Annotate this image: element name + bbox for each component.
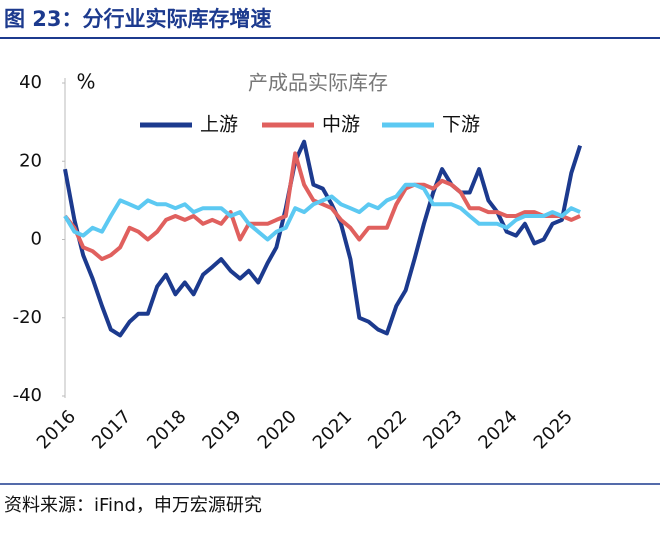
figure-title: 图 23：分行业实际库存增速 <box>4 7 272 31</box>
x-tick-label: 2019 <box>198 406 245 453</box>
x-tick-label: 2025 <box>530 406 577 453</box>
legend-label: 上游 <box>200 114 238 136</box>
legend-label: 下游 <box>442 114 480 136</box>
y-tick-label: 20 <box>19 150 42 171</box>
y-tick-label: 0 <box>31 229 42 250</box>
x-tick-label: 2017 <box>88 406 135 453</box>
series-line <box>63 151 581 262</box>
y-tick-label: -40 <box>13 385 42 406</box>
x-tick-label: 2024 <box>474 406 521 453</box>
legend-label: 中游 <box>322 114 360 136</box>
y-tick-label: -20 <box>13 307 42 328</box>
x-tick-label: 2016 <box>33 406 80 453</box>
x-tick-label: 2022 <box>364 406 411 453</box>
chart-title: 产成品实际库存 <box>248 71 388 95</box>
x-tick-label: 2021 <box>309 406 356 453</box>
x-tick-label: 2018 <box>143 406 190 453</box>
x-tick-label: 2023 <box>419 406 466 453</box>
x-tick-label: 2020 <box>254 406 301 453</box>
y-tick-label: 40 <box>19 72 42 93</box>
source-note: 资料来源：iFind，申万宏源研究 <box>4 495 262 516</box>
series-line <box>63 139 583 338</box>
series-line <box>63 182 581 242</box>
y-unit: % <box>76 70 95 94</box>
